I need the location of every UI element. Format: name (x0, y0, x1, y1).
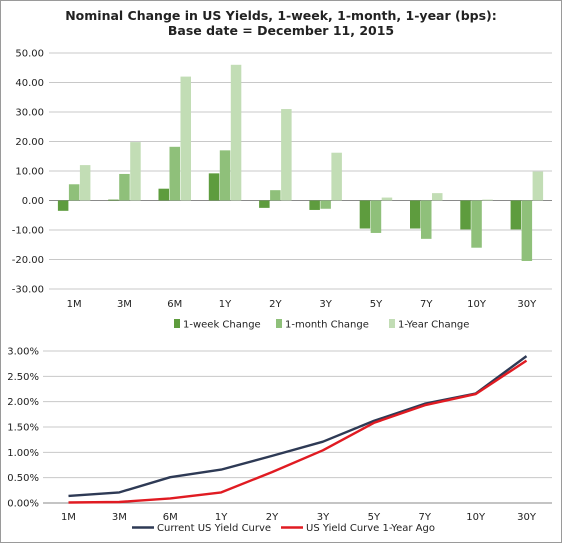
bar-y-tick-label: 30.00 (15, 108, 44, 119)
bar-legend-swatch (276, 319, 282, 328)
bar-2-1M (68, 184, 80, 201)
bar-x-tick-label: 7Y (420, 299, 433, 310)
bar-y-tick-label: 10.00 (15, 167, 44, 178)
line-x-tick-label: 3M (112, 512, 127, 523)
line-x-tick-label: 3Y (317, 512, 330, 523)
line-y-tick-label: 1.50% (7, 423, 39, 434)
bar-3-1Y (230, 64, 242, 201)
bar-3-7Y (432, 193, 443, 201)
bar-x-tick-label: 30Y (517, 299, 537, 310)
bar-1-3Y (309, 200, 320, 210)
bar-1-7Y (410, 200, 421, 229)
bar-legend-label: 1-week Change (183, 320, 261, 331)
bar-x-tick-label: 1M (67, 299, 82, 310)
bar-x-tick-label: 2Y (269, 299, 282, 310)
bar-y-tick-label: -30.00 (12, 285, 44, 296)
bar-y-tick-label: 0.00 (22, 196, 44, 207)
bar-3-10Y (482, 199, 493, 201)
bar-1-6M (158, 188, 169, 201)
bar-chart-title-line1: Nominal Change in US Yields, 1-week, 1-m… (65, 8, 497, 23)
bar-1-10Y (460, 200, 471, 230)
bar-2-10Y (471, 200, 482, 248)
bar-2-3M (119, 173, 130, 201)
line-series-1 (68, 355, 528, 498)
line-x-tick-label: 1M (61, 512, 76, 523)
bar-x-tick-label: 5Y (370, 299, 383, 310)
line-x-tick-label: 10Y (466, 512, 486, 523)
line-x-tick-label: 30Y (517, 512, 537, 523)
bar-y-tick-label: -20.00 (12, 255, 44, 266)
line-y-tick-label: 2.50% (7, 372, 39, 383)
bar-3-5Y (381, 197, 393, 201)
bar-legend-swatch (174, 319, 180, 328)
bar-1-5Y (359, 200, 371, 229)
line-x-tick-label: 1Y (215, 512, 228, 523)
bar-x-tick-label: 6M (167, 299, 182, 310)
line-chart: 3.00% 2.50% 2.00% 1.50% 1.00% 0.50% 0.00% 1M 3M 6… (7, 347, 552, 523)
line-legend-label: US Yield Curve 1-Year Ago (306, 523, 435, 534)
bar-x-tick-label: 1Y (219, 299, 232, 310)
bar-2-2Y (270, 190, 281, 201)
bar-3-6M (180, 76, 191, 201)
line-legend-label: Current US Yield Curve (157, 523, 271, 534)
bar-1-1M (57, 200, 69, 211)
bar-1-1Y (208, 173, 220, 201)
bar-y-tick-label: 50.00 (15, 49, 44, 60)
line-y-tick-label: 0.00% (7, 499, 39, 510)
bar-x-tick-label: 10Y (467, 299, 487, 310)
bar-2-5Y (370, 200, 382, 233)
bar-legend-swatch (389, 319, 395, 328)
bar-1-3M (108, 199, 119, 201)
line-y-tick-label: 0.50% (7, 473, 39, 484)
line-y-tick-label: 2.00% (7, 397, 39, 408)
bar-3-2Y (281, 109, 292, 201)
bar-2-30Y (521, 200, 533, 261)
bar-3-3Y (331, 152, 342, 201)
bar-1-2Y (259, 200, 270, 208)
bar-2-1Y (219, 150, 231, 201)
bar-legend-label: 1-Year Change (398, 320, 469, 331)
bar-2-6M (169, 146, 180, 201)
bar-x-tick-label: 3Y (319, 299, 332, 310)
line-y-tick-label: 3.00% (7, 347, 39, 358)
bar-2-7Y (421, 200, 432, 239)
bar-y-tick-label: 20.00 (15, 137, 44, 148)
line-x-tick-label: 7Y (419, 512, 432, 523)
line-x-tick-label: 2Y (266, 512, 279, 523)
bar-legend-label: 1-month Change (285, 320, 369, 331)
bar-chart-title-line2: Base date = December 11, 2015 (168, 23, 394, 38)
bar-chart-legend: 1-week Change 1-month Change 1-Year Change (174, 319, 469, 331)
line-y-tick-label: 1.00% (7, 448, 39, 459)
bar-x-tick-label: 3M (117, 299, 132, 310)
line-series-2 (68, 359, 528, 504)
bar-y-tick-label: -10.00 (12, 226, 44, 237)
line-chart-legend: Current US Yield Curve US Yield Curve 1-Y… (132, 523, 435, 534)
line-x-tick-label: 5Y (368, 512, 381, 523)
bar-3-1M (79, 165, 91, 201)
bar-chart: 50.00 40.00 30.00 20.00 10.00 0.00 -10.00 -20.0… (12, 49, 552, 310)
bar-3-30Y (532, 171, 544, 201)
bar-3-3M (130, 142, 141, 201)
line-x-tick-label: 6M (163, 512, 178, 523)
bar-y-tick-label: 40.00 (15, 78, 44, 89)
bar-2-3Y (320, 200, 331, 209)
bar-1-30Y (510, 200, 522, 230)
